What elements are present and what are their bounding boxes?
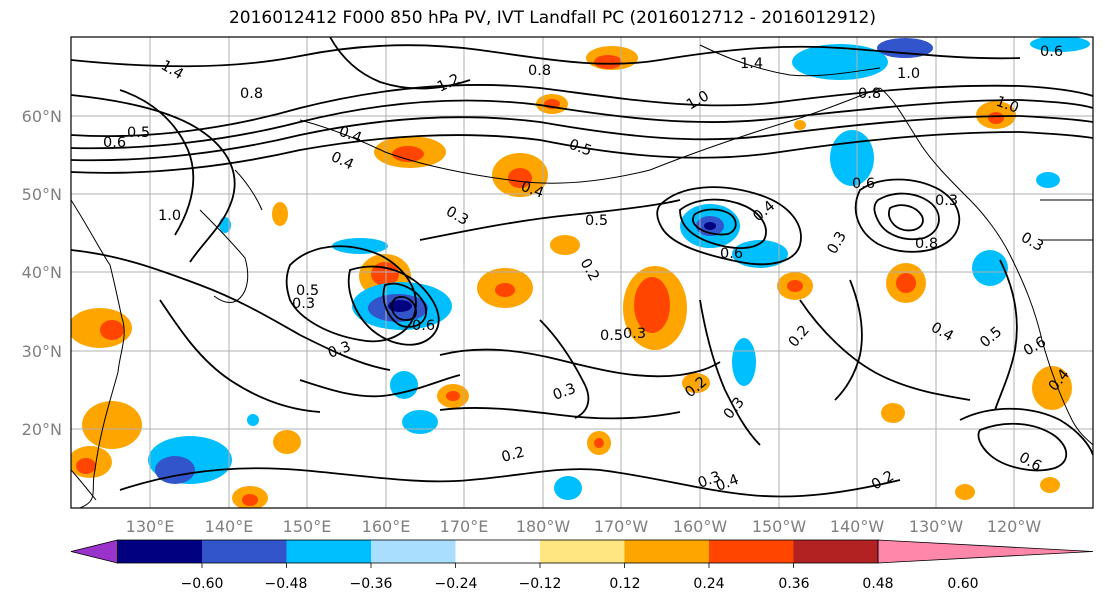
- contour-label: 0.3: [292, 296, 315, 312]
- colorbar-tick-label: −0.12: [519, 576, 562, 592]
- contour-label: 0.3: [551, 381, 578, 404]
- contour-label: 0.3: [326, 339, 353, 362]
- contour-label: 0.3: [935, 193, 958, 209]
- colorbar-extend-low: [70, 539, 118, 564]
- contour-label: 1.0: [994, 94, 1021, 117]
- lon-label: 150°E: [283, 517, 332, 536]
- latitude-labels: 20°N 30°N 40°N 50°N 60°N: [22, 107, 62, 439]
- contour-label: 0.6: [412, 318, 435, 334]
- contour-label: 1.4: [740, 56, 763, 72]
- lon-label: 120°W: [987, 517, 1042, 536]
- lon-label: 140°E: [205, 517, 254, 536]
- colorbar-segment: [117, 540, 202, 563]
- colorbar-tick-label: 0.24: [693, 576, 724, 592]
- lon-label: 160°E: [362, 517, 411, 536]
- colorbar-tick-label: −0.36: [350, 576, 393, 592]
- contour-label: 0.6: [720, 246, 743, 262]
- pv-contours: [71, 37, 1093, 498]
- contour-label: 0.8: [858, 86, 881, 102]
- lat-label: 30°N: [22, 342, 62, 361]
- lon-label: 170°W: [594, 517, 649, 536]
- lon-label: 140°W: [830, 517, 885, 536]
- contour-label: 0.6: [1040, 44, 1063, 60]
- colorbar-tick-label: −0.60: [181, 576, 224, 592]
- contour-label: 0.8: [528, 63, 551, 79]
- lat-label: 60°N: [22, 107, 62, 126]
- contour-label: 0.8: [240, 86, 263, 102]
- contour-label: 0.5: [600, 328, 623, 344]
- colorbar-tick-labels: −0.60 −0.48 −0.36 −0.24 −0.12 0.12 0.24 …: [181, 576, 979, 592]
- contour-label: 0.5: [296, 283, 319, 299]
- colorbar-outline: [117, 539, 879, 564]
- contour-label: 0.6: [852, 176, 875, 192]
- longitude-labels: 130°E 140°E 150°E 160°E 170°E 180°W 170°…: [126, 517, 1042, 536]
- lat-label: 20°N: [22, 420, 62, 439]
- contour-label: 0.3: [696, 469, 723, 492]
- colorbar-segment: [455, 540, 540, 563]
- colorbar-tick-label: 0.12: [609, 576, 640, 592]
- lat-label: 40°N: [22, 263, 62, 282]
- contour-label: 0.5: [127, 125, 150, 141]
- lon-label: 130°E: [126, 517, 175, 536]
- contour-label: 0.6: [103, 135, 126, 151]
- map-title: 2016012412 F000 850 hPa PV, IVT Landfall…: [228, 8, 876, 28]
- colorbar-segment: [709, 540, 794, 563]
- colorbar-segment: [540, 540, 625, 563]
- lon-label: 180°W: [516, 517, 571, 536]
- colorbar-segment: [286, 540, 371, 563]
- lon-label: 160°W: [673, 517, 728, 536]
- lon-label: 150°W: [752, 517, 807, 536]
- contour-label: 0.4: [337, 124, 364, 147]
- lon-label: 130°W: [909, 517, 964, 536]
- coastlines: [71, 44, 1093, 508]
- positive-anomaly-shading: [71, 46, 1072, 508]
- colorbar: [70, 539, 1094, 568]
- colorbar-tick-label: −0.24: [435, 576, 478, 592]
- contour-label: 0.2: [500, 444, 526, 465]
- contour-label: 0.5: [585, 213, 608, 229]
- contour-label: 0.3: [623, 326, 646, 342]
- map-plot-area: 1.4 1.0 0.8 0.5 0.6 0.5 0.3 0.3 0.3 0.2 …: [71, 37, 1093, 508]
- colorbar-tick-label: 0.36: [778, 576, 809, 592]
- contour-label: 0.8: [915, 236, 938, 252]
- colorbar-tick-label: 0.60: [947, 576, 978, 592]
- contour-label: 0.4: [519, 179, 546, 202]
- colorbar-tick-label: −0.48: [265, 576, 308, 592]
- lon-label: 170°E: [440, 517, 489, 536]
- map-frame: [70, 36, 1094, 509]
- colorbar-segment: [624, 540, 709, 563]
- contour-label: 0.5: [567, 137, 594, 160]
- contour-label: 0.4: [714, 472, 741, 495]
- colorbar-segment: [371, 540, 456, 563]
- colorbar-tick-label: 0.48: [862, 576, 893, 592]
- contour-label: 1.0: [158, 208, 181, 224]
- colorbar-segment: [202, 540, 287, 563]
- contour-label: 1.0: [897, 66, 920, 82]
- lat-label: 50°N: [22, 185, 62, 204]
- colorbar-extend-high: [877, 539, 1094, 564]
- colorbar-segment: [793, 540, 878, 563]
